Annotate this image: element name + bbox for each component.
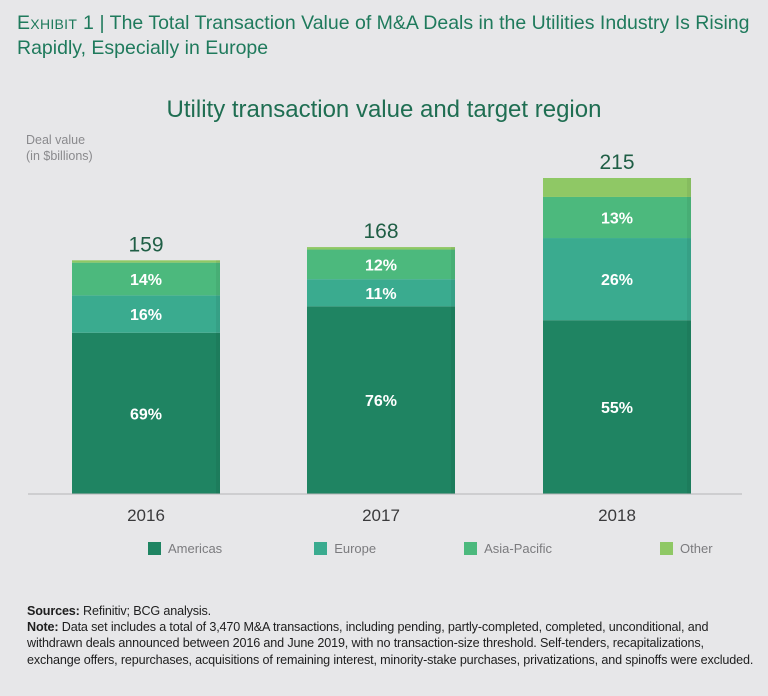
exhibit-label: Exhibit 1 (17, 12, 95, 34)
bar-edge-shade (216, 260, 220, 494)
segment-label: 26% (601, 272, 633, 289)
legend-label: Europe (334, 541, 377, 556)
segment-other-2016 (72, 260, 220, 263)
segment-europe-2016 (72, 295, 220, 333)
exhibit-title: Exhibit 1 | The Total Transaction Value … (17, 11, 757, 61)
legend-item-asia-pacific: Asia-Pacific (464, 541, 552, 556)
bars-group: 69% 16% 14% 159 76% 11% 12% 168 55% 26% 13% 215 (72, 151, 691, 494)
segment-label: 12% (365, 257, 397, 274)
segment-label: 16% (130, 307, 162, 324)
bar-2018: 55% 26% 13% 215 (543, 151, 691, 494)
segment-americas-2017 (307, 306, 455, 494)
x-tick-label-2017: 2017 (362, 506, 400, 525)
y-axis-label-line1: Deal value (26, 133, 86, 147)
sources-line: Sources: Refinitiv; BCG analysis. (27, 603, 757, 619)
bar-2016: 69% 16% 14% 159 (72, 233, 220, 494)
segment-label: 76% (365, 393, 397, 410)
notes: Sources: Refinitiv; BCG analysis. Note: … (27, 603, 757, 668)
legend-swatch (148, 542, 161, 555)
segment-label: 14% (130, 272, 162, 289)
segment-label: 11% (365, 286, 396, 303)
legend-item-other: Other (660, 541, 713, 556)
legend-swatch (464, 542, 478, 555)
sources-text: Refinitiv; BCG analysis. (79, 604, 212, 618)
bar-edge-shade (687, 178, 691, 494)
total-label-2016: 159 (128, 233, 163, 256)
total-label-2017: 168 (363, 220, 398, 243)
segment-label: 55% (601, 400, 633, 417)
legend-label: Other (680, 541, 713, 556)
segment-other-2017 (307, 247, 455, 250)
title-separator: | (94, 12, 110, 34)
segment-other-2018 (543, 178, 691, 197)
bar-2017: 76% 11% 12% 168 (307, 220, 455, 494)
segment-americas-2016 (72, 332, 220, 494)
segment-asia-pacific-2017 (307, 249, 455, 280)
legend-label: Asia-Pacific (484, 541, 553, 556)
legend: Americas Europe Asia-Pacific Other (148, 541, 713, 556)
x-tick-label-2018: 2018 (598, 506, 636, 525)
segment-asia-pacific-2016 (72, 262, 220, 296)
note-label: Note: (27, 620, 59, 635)
segment-europe-2017 (307, 279, 455, 307)
segment-label: 13% (601, 211, 633, 228)
note-line: Note: Data set includes a total of 3,470… (27, 619, 757, 668)
segment-label: 69% (130, 406, 162, 423)
x-axis-labels: 2016 2017 2018 (127, 506, 636, 525)
chart-title: Utility transaction value and target reg… (166, 96, 602, 123)
total-label-2018: 215 (599, 151, 634, 174)
legend-item-europe: Europe (314, 541, 376, 556)
exhibit-headline: The Total Transaction Value of M&A Deals… (17, 12, 750, 59)
bar-edge-shade (451, 247, 455, 494)
segment-americas-2018 (543, 320, 691, 494)
sources-label: Sources: (27, 604, 80, 618)
x-tick-label-2016: 2016 (127, 506, 165, 525)
segment-europe-2018 (543, 238, 691, 321)
legend-swatch (314, 542, 328, 555)
y-axis-label: Deal value (in $billions) (26, 132, 93, 164)
legend-item-americas: Americas (148, 541, 222, 556)
legend-label: Americas (168, 541, 223, 556)
segment-asia-pacific-2018 (543, 196, 691, 239)
note-text: Data set includes a total of 3,470 M&A t… (27, 620, 754, 667)
y-axis-label-line2: (in $billions) (26, 149, 93, 163)
legend-swatch (660, 542, 674, 555)
